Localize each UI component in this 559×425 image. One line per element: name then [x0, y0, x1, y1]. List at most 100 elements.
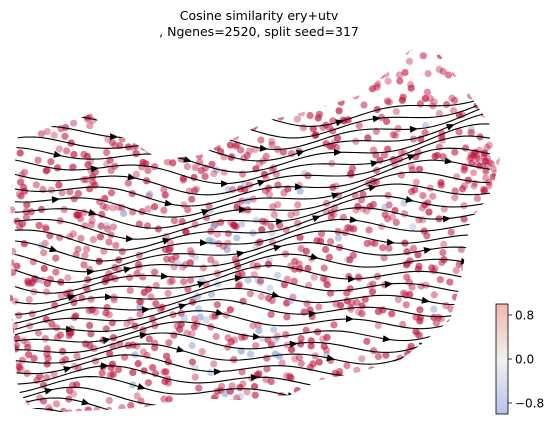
cell-point	[303, 300, 311, 308]
cell-point	[457, 355, 465, 363]
cell-point	[447, 54, 455, 62]
cell-point	[295, 260, 303, 268]
cell-point	[39, 185, 47, 194]
cell-point	[137, 298, 145, 306]
streamline-arrow	[252, 333, 261, 341]
cell-point	[70, 150, 78, 159]
cell-point	[293, 387, 301, 395]
cell-point	[496, 277, 500, 285]
streamline-arrow	[51, 196, 60, 204]
cell-point	[230, 336, 239, 344]
cell-point	[12, 69, 20, 77]
cell-point	[266, 50, 275, 53]
cell-point	[179, 263, 187, 271]
cell-point	[475, 162, 483, 170]
streamline-arrow	[349, 216, 358, 224]
cell-point	[75, 101, 83, 110]
cell-point	[492, 129, 500, 138]
cell-point	[180, 278, 188, 286]
cell-point	[195, 305, 203, 313]
cell-point	[129, 368, 137, 377]
cell-point	[337, 301, 345, 309]
cell-point	[237, 347, 245, 355]
cell-point	[268, 137, 276, 145]
cell-point	[230, 356, 238, 364]
streamline-arrow	[271, 291, 280, 299]
cell-point	[281, 98, 289, 106]
cell-point	[297, 109, 306, 117]
cell-point	[382, 42, 389, 49]
cell-point	[103, 221, 111, 230]
cell-point	[269, 203, 277, 211]
cell-point	[151, 203, 159, 211]
cell-point	[266, 59, 274, 67]
cell-point	[399, 381, 407, 389]
cell-point	[382, 375, 390, 383]
cell-point	[478, 207, 487, 215]
cell-point	[235, 398, 244, 406]
cell-point	[486, 340, 495, 348]
cell-point	[306, 111, 314, 120]
cell-point	[270, 326, 278, 334]
cell-point	[447, 305, 455, 313]
cell-point	[400, 356, 408, 364]
cell-point	[405, 57, 413, 65]
cell-point	[170, 217, 178, 225]
cell-point	[161, 145, 169, 153]
cell-point	[319, 274, 328, 283]
cell-point	[337, 76, 345, 84]
cell-point	[169, 55, 178, 63]
cell-point	[461, 265, 469, 273]
cell-point	[296, 233, 304, 241]
cell-point	[272, 336, 280, 344]
streamline-arrow	[185, 109, 194, 117]
cell-point	[42, 224, 50, 232]
cell-point	[73, 352, 81, 360]
cell-point	[493, 211, 500, 219]
cell-point	[439, 67, 447, 76]
cell-point	[120, 209, 128, 217]
streamline-arrow	[164, 199, 173, 207]
cell-point	[343, 297, 351, 305]
cell-point	[10, 96, 15, 104]
cell-point	[10, 117, 16, 125]
cell-point	[452, 69, 460, 77]
cell-point	[177, 139, 185, 147]
cell-point	[32, 115, 40, 123]
cell-point	[51, 51, 60, 59]
cell-point	[454, 333, 462, 341]
streamline-arrow	[104, 293, 113, 301]
cell-point	[70, 195, 78, 203]
cell-point	[442, 302, 450, 310]
cell-point	[239, 110, 247, 118]
cell-point	[486, 159, 493, 166]
cell-point	[24, 343, 32, 351]
cell-point	[212, 332, 220, 341]
cell-point	[383, 97, 391, 105]
cell-point	[381, 203, 389, 211]
streamline-arrow	[398, 402, 407, 410]
cell-point	[484, 154, 491, 162]
cell-point	[299, 124, 307, 132]
streamline-arrow	[215, 308, 224, 316]
cell-point	[177, 107, 185, 115]
cell-point	[363, 371, 371, 379]
cell-point	[51, 63, 59, 71]
streamline-arrow	[289, 340, 298, 348]
cell-point	[451, 382, 459, 390]
cell-point	[473, 151, 481, 159]
cell-point	[462, 338, 470, 346]
cell-point	[108, 88, 116, 97]
cell-point	[64, 274, 72, 282]
cell-point	[138, 163, 146, 171]
cell-point	[22, 213, 30, 221]
cell-point	[234, 94, 242, 102]
streamline-arrow	[335, 119, 344, 127]
cell-point	[359, 205, 367, 213]
cell-point	[15, 311, 23, 319]
cell-point	[347, 391, 355, 399]
streamline	[14, 345, 491, 377]
cell-point	[473, 154, 481, 162]
streamline	[14, 207, 491, 251]
cell-point	[488, 207, 496, 216]
